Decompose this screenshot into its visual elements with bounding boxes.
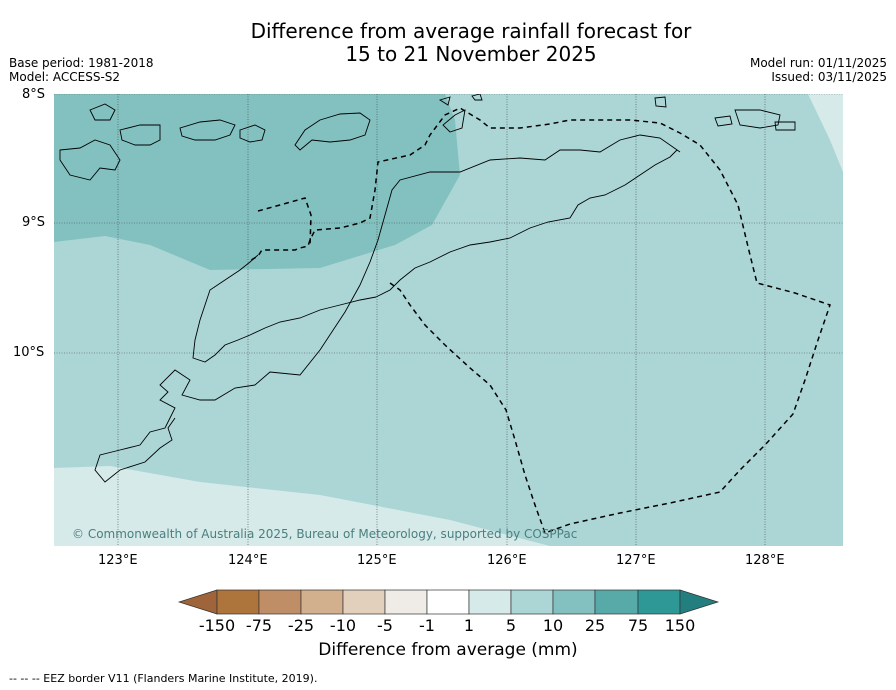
forecast-region-1-5mm-northeast bbox=[808, 94, 843, 172]
lon-tick-128e: 128°E bbox=[745, 553, 785, 568]
colorbar-label: -10 bbox=[329, 616, 357, 635]
colorbar-label: 75 bbox=[627, 616, 649, 635]
colorbar-label: -5 bbox=[377, 616, 393, 635]
eez-borders bbox=[247, 107, 831, 534]
colorbar-segment-7 bbox=[468, 589, 512, 615]
colorbar-label: 25 bbox=[584, 616, 606, 635]
colorbar-segment-6 bbox=[426, 589, 470, 615]
colorbar-label: -75 bbox=[245, 616, 273, 635]
chart-title: Difference from average rainfall forecas… bbox=[0, 20, 896, 66]
lat-tick-10s: 10°S bbox=[13, 345, 45, 360]
lon-tick-125e: 125°E bbox=[357, 553, 397, 568]
lon-tick-123e: 123°E bbox=[98, 553, 138, 568]
map-area: © Commonwealth of Australia 2025, Bureau… bbox=[54, 94, 843, 546]
lon-tick-127e: 127°E bbox=[616, 553, 656, 568]
colorbar bbox=[177, 589, 720, 615]
meta-right: Model run: 01/11/2025 Issued: 03/11/2025 bbox=[750, 56, 887, 84]
colorbar-segment-10 bbox=[594, 589, 639, 615]
lat-tick-8s: 8°S bbox=[22, 87, 46, 102]
model-name: Model: ACCESS-S2 bbox=[9, 70, 121, 84]
colorbar-segment-1 bbox=[216, 589, 260, 615]
colorbar-segment-5 bbox=[384, 589, 428, 615]
colorbar-segment-9 bbox=[552, 589, 596, 615]
lon-tick-124e: 124°E bbox=[228, 553, 268, 568]
colorbar-underflow-arrow bbox=[177, 589, 218, 615]
coastlines bbox=[59, 94, 796, 483]
forecast-region-10-25mm bbox=[54, 94, 460, 270]
colorbar-label: -150 bbox=[198, 616, 236, 635]
colorbar-label: 1 bbox=[463, 616, 475, 635]
colorbar-label: 10 bbox=[542, 616, 564, 635]
colorbar-segment-3 bbox=[300, 589, 344, 615]
lon-tick-126e: 126°E bbox=[487, 553, 527, 568]
colorbar-label: -1 bbox=[419, 616, 435, 635]
issued-date: Issued: 03/11/2025 bbox=[771, 70, 887, 84]
base-period: Base period: 1981-2018 bbox=[9, 56, 154, 70]
gridlines bbox=[54, 94, 843, 546]
colorbar-label: -25 bbox=[287, 616, 315, 635]
meta-left: Base period: 1981-2018 Model: ACCESS-S2 bbox=[9, 56, 154, 84]
title-line-1: Difference from average rainfall forecas… bbox=[250, 19, 692, 43]
colorbar-overflow-arrow bbox=[679, 589, 720, 615]
eez-legend-text: -- -- -- EEZ border V11 (Flanders Marine… bbox=[9, 672, 318, 685]
colorbar-label: 5 bbox=[505, 616, 517, 635]
colorbar-segment-4 bbox=[342, 589, 386, 615]
colorbar-title: Difference from average (mm) bbox=[318, 640, 578, 660]
colorbar-label: 150 bbox=[664, 616, 696, 635]
lat-tick-9s: 9°S bbox=[22, 215, 46, 230]
map-copyright: © Commonwealth of Australia 2025, Bureau… bbox=[72, 527, 577, 541]
colorbar-segment-8 bbox=[510, 589, 554, 615]
colorbar-segment-2 bbox=[258, 589, 302, 615]
forecast-region-1-5mm-south bbox=[54, 466, 550, 546]
colorbar-segment-11 bbox=[637, 589, 681, 615]
title-line-2: 15 to 21 November 2025 bbox=[345, 42, 597, 66]
model-run: Model run: 01/11/2025 bbox=[749, 56, 887, 70]
